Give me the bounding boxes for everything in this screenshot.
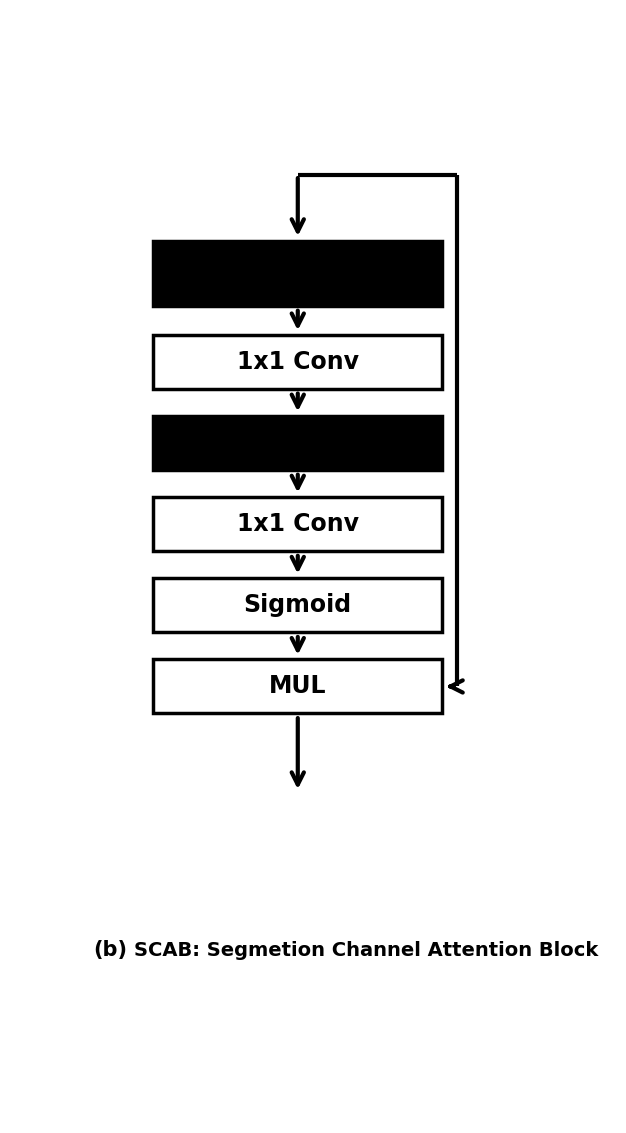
Text: 1x1 Conv: 1x1 Conv (237, 512, 359, 536)
Text: 1x1 Conv: 1x1 Conv (237, 350, 359, 374)
FancyBboxPatch shape (153, 497, 442, 552)
FancyBboxPatch shape (153, 416, 442, 470)
Text: (b): (b) (93, 940, 127, 961)
FancyBboxPatch shape (153, 659, 442, 714)
Text: Sigmoid: Sigmoid (244, 594, 352, 617)
FancyBboxPatch shape (153, 578, 442, 632)
Text: SCAB: Segmetion Channel Attention Block: SCAB: Segmetion Channel Attention Block (134, 942, 598, 961)
Text: MUL: MUL (269, 674, 327, 698)
FancyBboxPatch shape (153, 335, 442, 389)
FancyBboxPatch shape (153, 240, 442, 306)
